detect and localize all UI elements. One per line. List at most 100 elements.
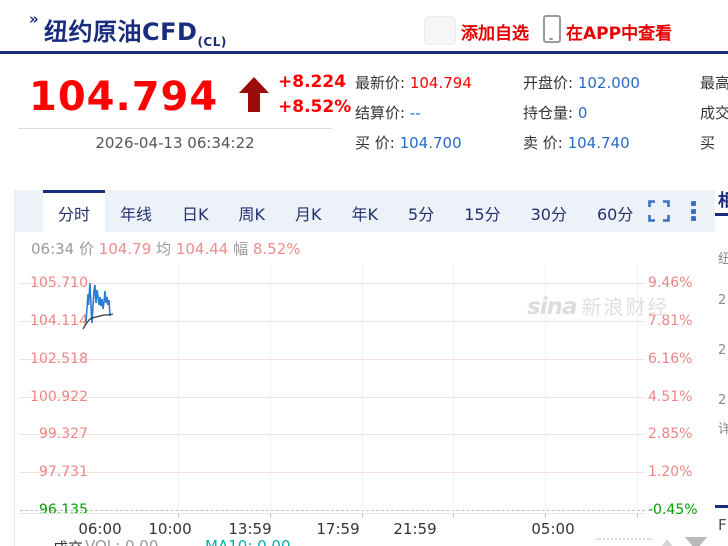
h-gridline — [20, 397, 645, 398]
y-axis-price-label: 104.114 — [30, 313, 88, 329]
price-change: +8.224 — [278, 72, 347, 92]
h-gridline — [20, 510, 645, 511]
h-gridline — [20, 283, 645, 284]
add-watchlist-button[interactable]: 添加自选 — [461, 24, 529, 44]
y-axis-pct-label: 9.46% — [648, 275, 693, 291]
tab-日K[interactable]: 日K — [182, 204, 209, 224]
x-axis-label: 06:00 — [78, 520, 122, 538]
y-axis-price-label: 100.922 — [30, 389, 88, 405]
sidebar-footer-text: F — [718, 516, 727, 534]
tab-15分[interactable]: 15分 — [464, 204, 501, 224]
sina-watermark: sina 新浪财经 — [527, 294, 670, 320]
phone-icon — [543, 15, 561, 43]
tab-周K[interactable]: 周K — [238, 204, 266, 224]
x-axis-tick — [362, 513, 363, 517]
tab-30分[interactable]: 30分 — [530, 204, 567, 224]
page-title: 纽约原油CFD(CL) — [44, 18, 227, 49]
y-axis-pct-label: 4.51% — [648, 389, 693, 405]
view-in-app-button[interactable]: 在APP中查看 — [566, 24, 673, 44]
y-axis-pct-label: 1.20% — [648, 464, 693, 480]
y-axis-pct-label: -0.45% — [648, 502, 698, 518]
tab-年线[interactable]: 年线 — [120, 204, 153, 224]
tab-分时[interactable]: 分时 — [43, 190, 106, 232]
tab-5分[interactable]: 5分 — [408, 204, 435, 224]
h-gridline — [20, 359, 645, 360]
dotted-grid-segment — [596, 538, 652, 540]
page-header: » 纽约原油CFD(CL) 添加自选 在APP中查看 — [0, 0, 728, 54]
scroll-down-triangle-icon[interactable] — [685, 537, 707, 546]
y-axis-price-label: 105.710 — [30, 275, 88, 291]
y-axis-pct-label: 6.16% — [648, 351, 693, 367]
y-axis-pct-label: 2.85% — [648, 426, 693, 442]
vol-value: VOL: 0.00 — [85, 537, 159, 546]
quote-field: 持仓量: 0 — [523, 104, 588, 122]
sidebar-item-sliver[interactable]: 2 — [718, 293, 727, 308]
sidebar-header-rule — [715, 213, 728, 216]
x-axis-label: 17:59 — [316, 520, 360, 538]
right-sidebar-truncated: 相 纽 2 2 2 详 F — [715, 178, 728, 546]
x-axis-tick — [637, 513, 638, 517]
v-gridline — [270, 264, 271, 513]
info-segment: 06:34 — [31, 240, 75, 258]
fullscreen-icon[interactable] — [648, 200, 670, 222]
last-price: 104.794 — [29, 74, 219, 120]
title-marker-icon: » — [29, 10, 39, 28]
h-gridline — [20, 472, 645, 473]
sidebar-section-header: 相 — [718, 191, 728, 211]
info-segment: 价 — [74, 240, 99, 258]
y-axis-price-label: 96.135 — [39, 502, 88, 518]
chart-widget: 分时 年线 日K 周K 月K 年K 5分 15分 30分 60分 06:34 价 104.79 均… — [14, 190, 716, 546]
sidebar-item-sliver[interactable]: 2 — [718, 343, 727, 358]
v-gridline — [178, 264, 179, 513]
sidebar-item-sliver[interactable]: 2 — [718, 393, 727, 408]
quote-field: 最新价: 104.794 — [355, 74, 472, 92]
x-axis-tick — [453, 513, 454, 517]
tab-年K[interactable]: 年K — [351, 204, 379, 224]
divider — [18, 128, 332, 129]
info-segment: 104.79 — [98, 240, 152, 258]
h-gridline — [20, 434, 645, 435]
v-gridline — [453, 264, 454, 513]
x-axis-label: 21:59 — [393, 520, 437, 538]
y-axis-price-label: 97.731 — [39, 464, 88, 480]
favorite-star-placeholder[interactable] — [424, 16, 456, 45]
info-segment: 8.52% — [252, 240, 301, 258]
quote-timestamp: 2026-04-13 06:34:22 — [95, 134, 255, 152]
tab-60分[interactable]: 60分 — [596, 204, 634, 224]
y-axis-price-label: 99.327 — [39, 426, 88, 442]
sidebar-item-sliver[interactable]: 详 — [718, 422, 728, 437]
quote-field: 买 价: 104.700 — [355, 134, 462, 152]
up-arrow-icon — [239, 77, 269, 112]
tab-月K[interactable]: 月K — [295, 204, 322, 224]
x-axis-tick — [545, 513, 546, 517]
y-axis-price-label: 102.518 — [30, 351, 88, 367]
symbol-code: (CL) — [197, 35, 227, 49]
period-tabbar: 分时 年线 日K 周K 月K 年K 5分 15分 30分 60分 — [15, 190, 715, 232]
ma10-value: MA10: 0.00 — [205, 537, 291, 546]
x-axis-label: 10:00 — [148, 520, 192, 538]
price-change-pct: +8.52% — [278, 97, 352, 117]
info-segment: 均 — [151, 240, 176, 258]
x-axis-tick — [178, 513, 179, 517]
x-axis-label: 05:00 — [531, 520, 575, 538]
info-segment: 104.44 — [175, 240, 229, 258]
x-axis-tick — [270, 513, 271, 517]
v-gridline — [362, 264, 363, 513]
info-segment: 幅 — [228, 240, 253, 258]
quote-field: 成交 — [700, 104, 728, 122]
x-axis-label: 13:59 — [228, 520, 272, 538]
sidebar-header-rule-2 — [715, 505, 728, 508]
chart-info-line: 06:34 价 104.79 均 104.44 幅 8.52% — [31, 238, 301, 259]
quote-field: 买 — [700, 134, 716, 152]
watermark-subtext: · · · · — [540, 316, 584, 324]
x-axis-line — [20, 513, 645, 514]
volume-label: 成交 — [53, 537, 83, 546]
quote-field: 开盘价: 102.000 — [523, 74, 640, 92]
scroll-up-triangle-icon[interactable] — [658, 539, 676, 546]
quote-field: 卖 价: 104.740 — [523, 134, 630, 152]
quote-field: 结算价: -- — [355, 104, 421, 122]
more-menu-icon[interactable] — [691, 201, 697, 221]
quote-field: 最高 — [700, 74, 728, 92]
sidebar-item-sliver[interactable]: 纽 — [718, 252, 728, 267]
